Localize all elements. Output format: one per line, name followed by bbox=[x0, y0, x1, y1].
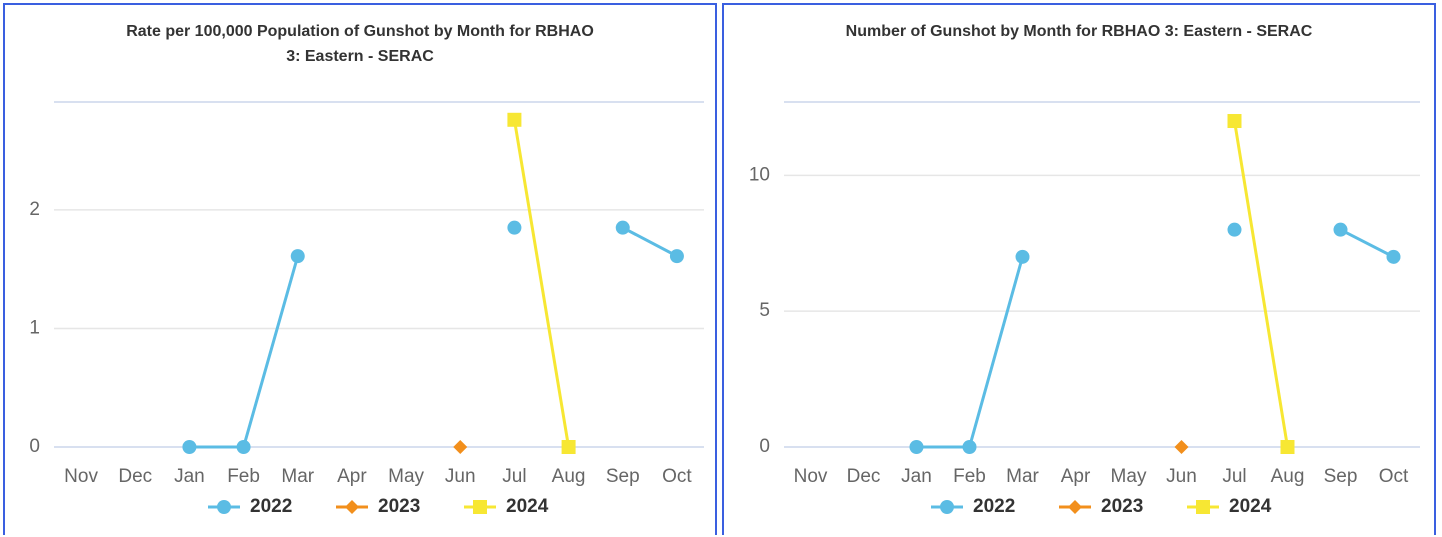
marker bbox=[507, 112, 522, 127]
marker bbox=[1174, 440, 1189, 454]
y-tick-label: 10 bbox=[749, 164, 770, 185]
x-tick-label: Feb bbox=[953, 466, 986, 487]
x-tick-label: Aug bbox=[552, 466, 586, 487]
x-tick-label: Sep bbox=[1324, 466, 1358, 487]
marker bbox=[217, 500, 231, 514]
x-tick-label: Jan bbox=[901, 466, 932, 487]
marker bbox=[1196, 500, 1210, 514]
marker bbox=[962, 440, 977, 454]
legend-label: 2023 bbox=[1101, 496, 1143, 517]
legend-label: 2024 bbox=[506, 496, 549, 517]
marker bbox=[1280, 440, 1295, 454]
chart-title: Rate per 100,000 Population of Gunshot b… bbox=[126, 23, 594, 65]
marker bbox=[561, 440, 576, 454]
marker bbox=[236, 440, 251, 454]
x-tick-label: Sep bbox=[606, 466, 640, 487]
x-tick-label: Jul bbox=[502, 466, 526, 487]
series-line bbox=[512, 119, 571, 448]
x-tick-label: Jun bbox=[445, 466, 476, 487]
x-tick-label: Jul bbox=[1222, 466, 1246, 487]
series-line bbox=[916, 228, 1395, 449]
x-tick-label: Mar bbox=[281, 466, 314, 487]
marker bbox=[290, 249, 305, 264]
marker bbox=[453, 440, 468, 454]
marker bbox=[669, 249, 684, 264]
y-tick-label: 0 bbox=[29, 436, 40, 457]
marker bbox=[182, 440, 197, 454]
marker bbox=[1333, 222, 1348, 237]
x-tick-label: Aug bbox=[1271, 466, 1305, 487]
legend-label: 2023 bbox=[378, 496, 420, 517]
x-tick-label: May bbox=[388, 466, 424, 487]
x-tick-label: Apr bbox=[1061, 466, 1091, 487]
legend-label: 2022 bbox=[250, 496, 292, 517]
marker bbox=[345, 500, 359, 514]
x-tick-label: Oct bbox=[1379, 466, 1409, 487]
y-tick-label: 1 bbox=[29, 317, 40, 338]
series-line bbox=[189, 226, 678, 449]
marker bbox=[1068, 500, 1082, 514]
x-tick-label: Nov bbox=[64, 466, 98, 487]
x-tick-label: Apr bbox=[337, 466, 367, 487]
marker bbox=[940, 500, 954, 514]
marker bbox=[909, 440, 924, 454]
chart-panel: Number of Gunshot by Month for RBHAO 3: … bbox=[722, 3, 1436, 535]
legend-label: 2024 bbox=[1229, 496, 1272, 517]
marker bbox=[615, 220, 630, 235]
chart-title: Number of Gunshot by Month for RBHAO 3: … bbox=[845, 23, 1313, 40]
x-tick-label: May bbox=[1111, 466, 1147, 487]
y-tick-label: 0 bbox=[759, 436, 770, 457]
chart: 0 5 10 Nov Dec Jan Feb Mar Apr May Jun Jul Aug Sep Oct… bbox=[749, 101, 1420, 517]
legend-label: 2022 bbox=[973, 496, 1015, 517]
x-tick-label: Jan bbox=[174, 466, 205, 487]
y-tick-label: 2 bbox=[29, 199, 40, 220]
x-tick-label: Oct bbox=[662, 466, 692, 487]
chart: 0 1 2 Nov Dec Jan Feb Mar Apr May Jun Jul Aug Sep Oct 2… bbox=[29, 101, 704, 517]
marker bbox=[1386, 249, 1401, 264]
marker bbox=[1227, 222, 1242, 237]
marker bbox=[507, 220, 522, 235]
x-tick-label: Nov bbox=[794, 466, 828, 487]
chart-panel: Rate per 100,000 Population of Gunshot b… bbox=[3, 3, 717, 535]
y-tick-label: 5 bbox=[759, 300, 770, 321]
marker bbox=[1227, 114, 1242, 129]
series-line bbox=[1233, 120, 1289, 448]
x-tick-label: Dec bbox=[847, 466, 881, 487]
x-tick-label: Feb bbox=[227, 466, 260, 487]
x-tick-label: Mar bbox=[1006, 466, 1039, 487]
marker bbox=[1015, 249, 1030, 264]
x-tick-label: Jun bbox=[1166, 466, 1197, 487]
x-tick-label: Dec bbox=[118, 466, 152, 487]
marker bbox=[473, 500, 487, 514]
